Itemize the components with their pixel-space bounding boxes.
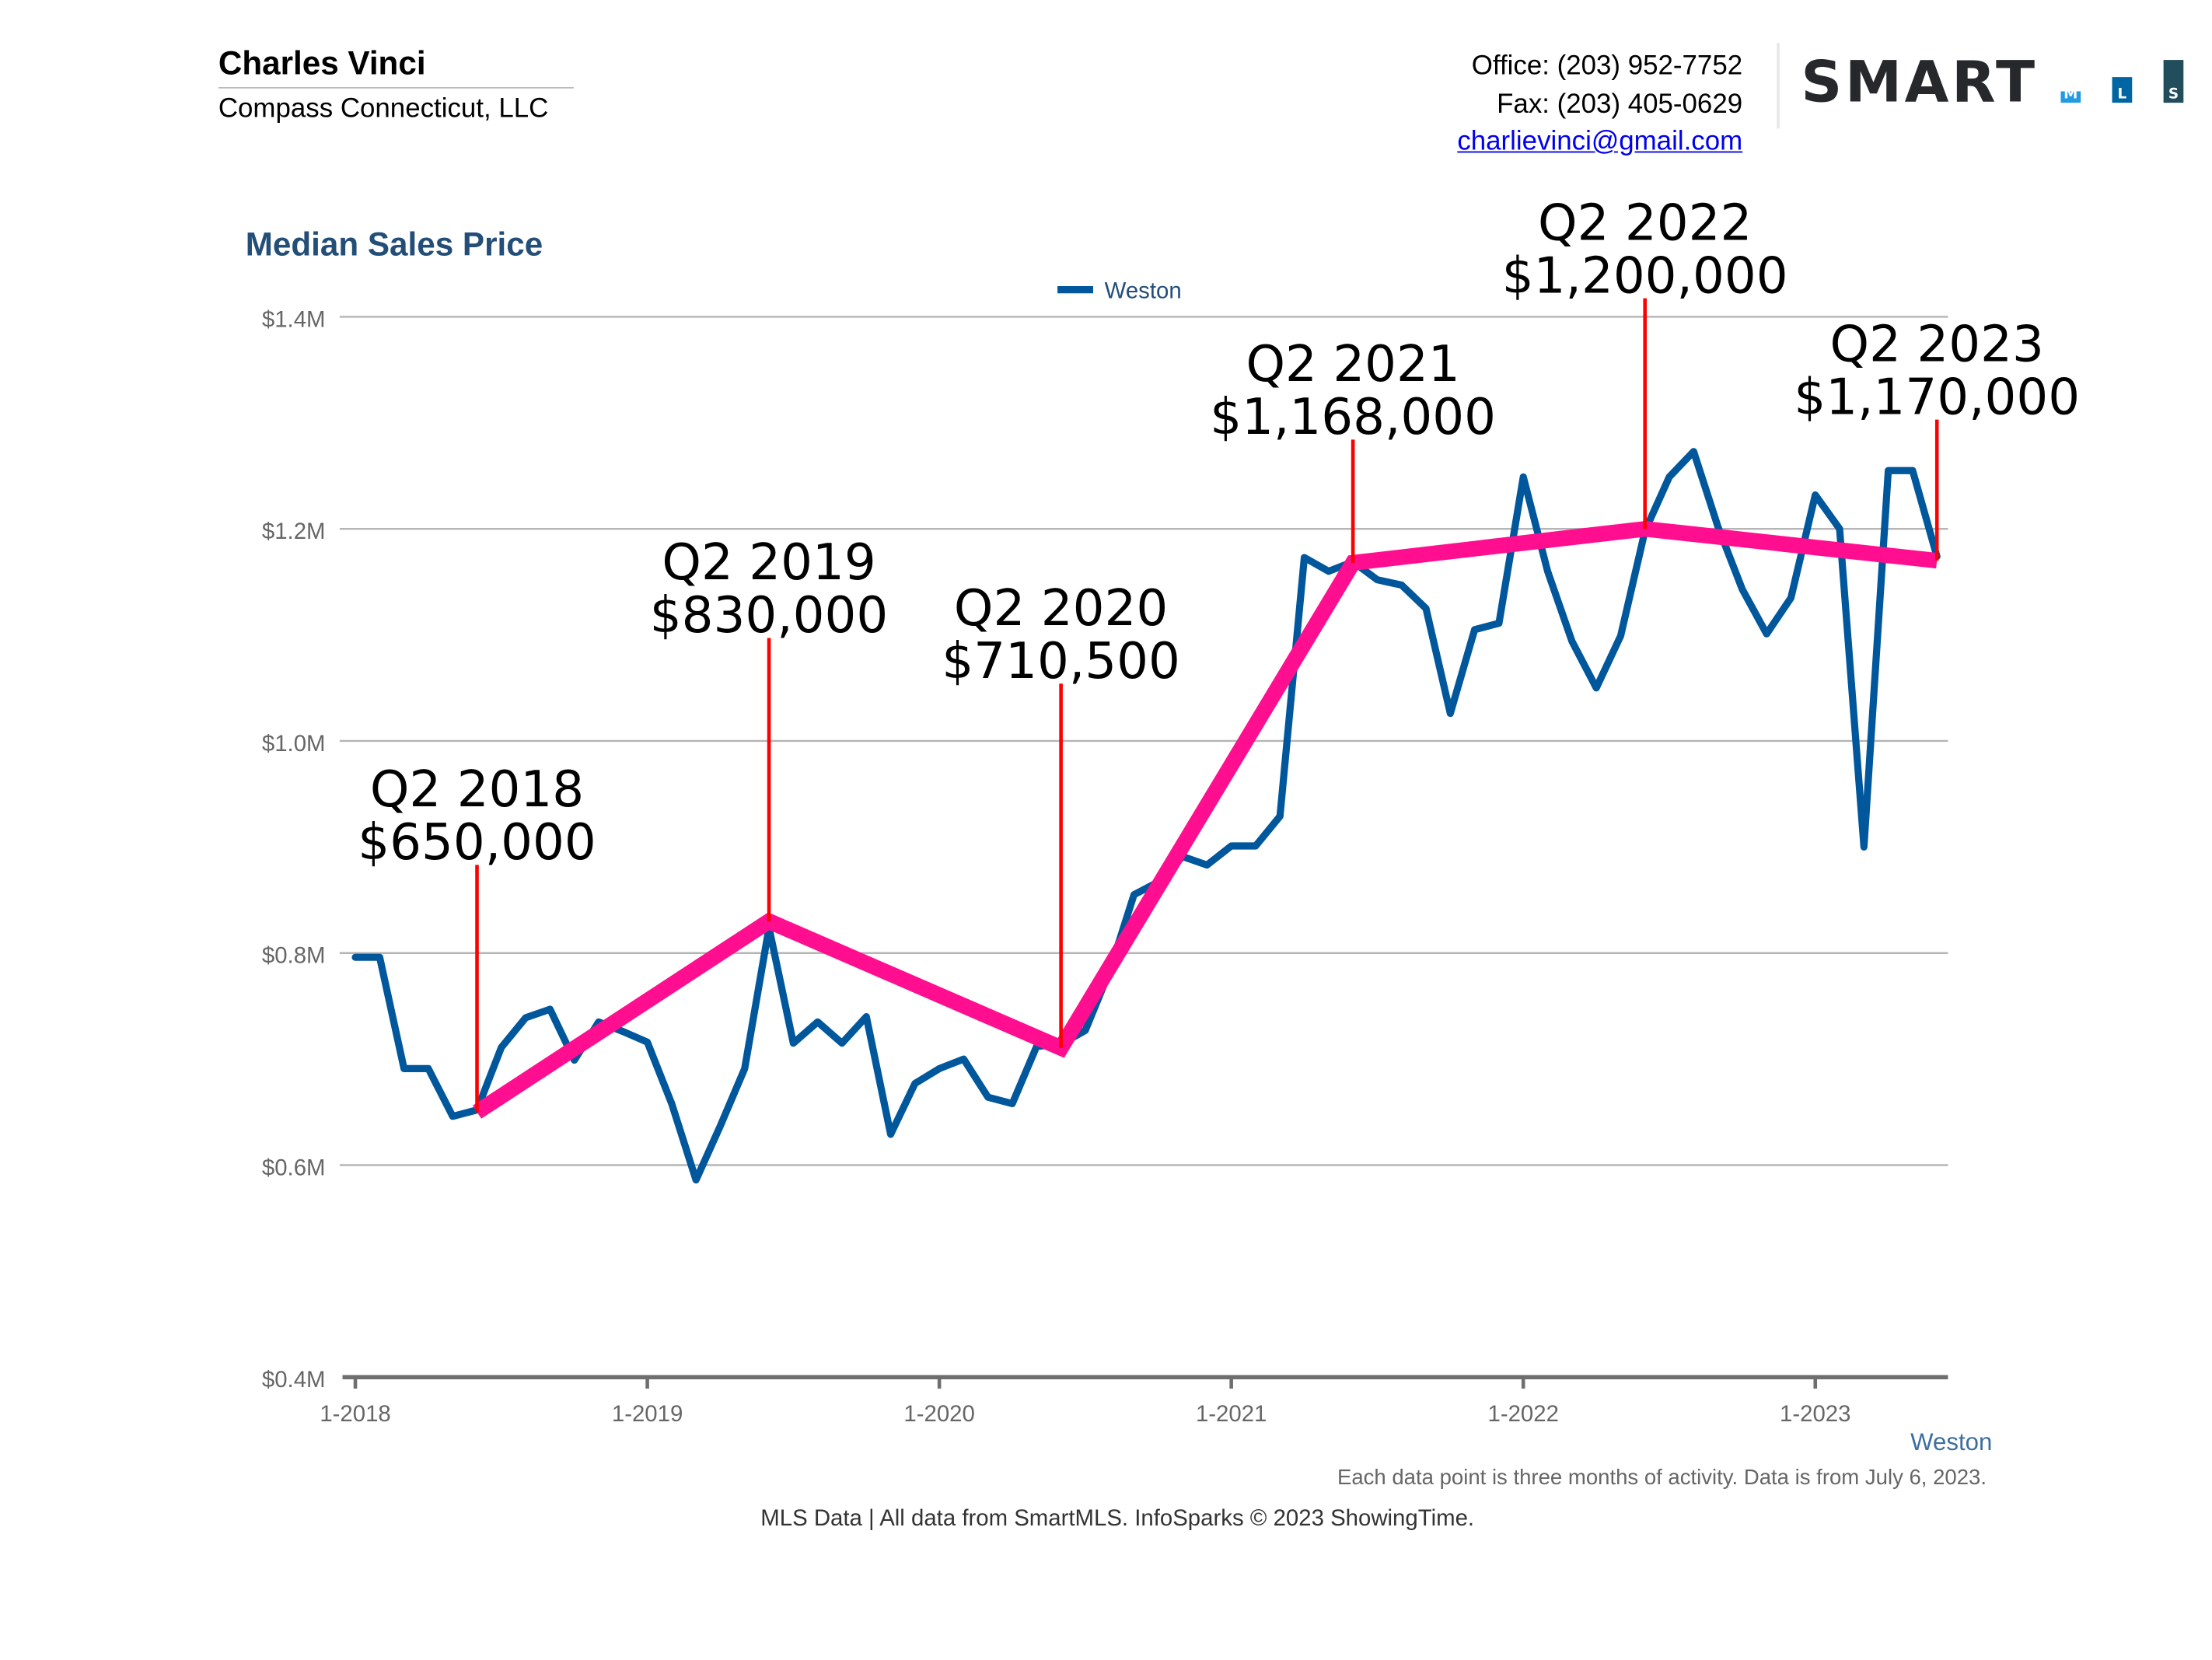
x-tick-label: 1-2018 — [320, 1401, 390, 1427]
x-tick-label: 1-2019 — [612, 1401, 683, 1427]
annotation-value: $830,000 — [650, 586, 889, 645]
x-tick-label: 1-2023 — [1780, 1401, 1850, 1427]
data-credit: MLS Data | All data from SmartMLS. InfoS… — [0, 1507, 2212, 1532]
series-label-bottom: Weston — [1910, 1428, 1992, 1457]
annotation-quarter: Q2 2022 — [1538, 194, 1752, 252]
annotation-quarter: Q2 2018 — [370, 760, 584, 819]
annotation-quarter: Q2 2023 — [1830, 315, 2044, 373]
y-tick-label: $1.2M — [262, 519, 326, 544]
y-tick-label: $0.4M — [262, 1367, 326, 1393]
y-tick-label: $1.0M — [262, 731, 326, 757]
annotation-quarter: Q2 2020 — [954, 579, 1168, 638]
x-tick-label: 1-2021 — [1196, 1401, 1267, 1427]
annotation-value: $650,000 — [358, 813, 596, 872]
annotation-value: $1,168,000 — [1210, 388, 1496, 446]
annotation-value: $710,500 — [942, 632, 1180, 690]
legend-label: Weston — [1105, 278, 1182, 304]
annotation-quarter: Q2 2019 — [662, 533, 875, 592]
footnote: Each data point is three months of activ… — [1337, 1466, 1987, 1490]
annotation-value: $1,200,000 — [1502, 246, 1788, 305]
annotation-value: $1,170,000 — [1794, 368, 2080, 426]
y-tick-label: $0.8M — [262, 943, 326, 969]
x-tick-label: 1-2022 — [1488, 1401, 1559, 1427]
annotation-quarter: Q2 2021 — [1246, 335, 1459, 393]
y-tick-label: $1.4M — [262, 306, 326, 332]
y-tick-label: $0.6M — [262, 1155, 326, 1180]
x-tick-label: 1-2020 — [903, 1401, 974, 1427]
